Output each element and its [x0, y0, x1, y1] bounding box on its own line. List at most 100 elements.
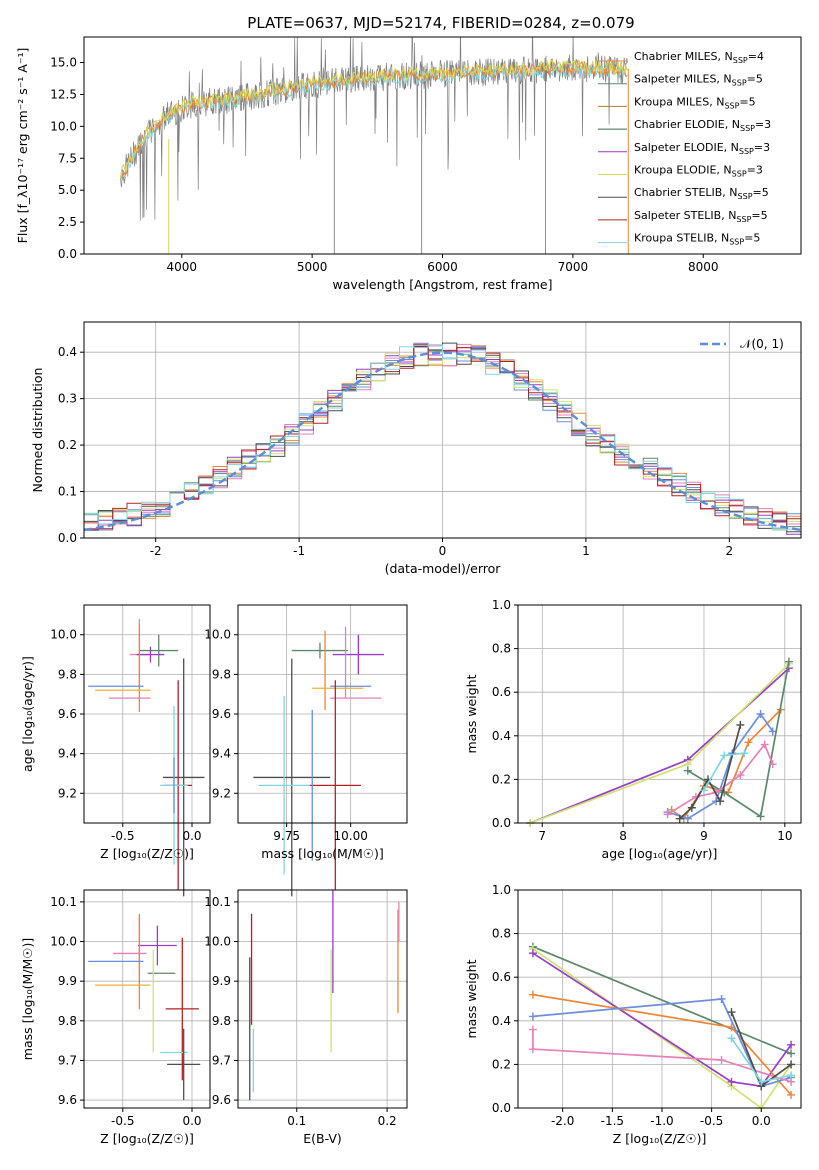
x-tick-label: -2 [150, 544, 162, 558]
x-tick-label: 7 [538, 829, 546, 843]
weight-point-marker [787, 1090, 796, 1099]
age-vs-Z-errorbars [88, 618, 205, 897]
legend-value: =3 [754, 141, 770, 154]
legend-value: =5 [751, 209, 767, 222]
mass-vs-ebv-axes [238, 890, 407, 1108]
legend-subscript: SSP [729, 238, 744, 247]
legend-value: =3 [747, 164, 763, 177]
age-vs-mass-axes [238, 605, 407, 823]
weight-point-marker [787, 1071, 796, 1080]
weight-point-marker [757, 1077, 766, 1086]
x-tick-label: 2 [725, 544, 733, 558]
weight-vs-Z-lines [528, 942, 796, 1112]
x-tick-label: 6000 [427, 260, 458, 274]
y-tick-label: 0.8 [492, 642, 511, 656]
legend-subscript: SSP [739, 147, 754, 156]
weight-point-marker [744, 738, 753, 747]
y-tick-label: 9.2 [212, 786, 231, 800]
x-axis-label: mass [log₁₀(M/M☉)] [261, 846, 383, 861]
weight-point-marker [683, 814, 692, 823]
y-tick-label: 9.7 [58, 1053, 77, 1067]
x-tick-label: 0.0 [752, 1114, 771, 1128]
age-vs-Z-frame: -0.5 0.0 9.2 9.4 9.6 9.8 10.0 Z [log₁₀(Z/Z☉)] ag… [20, 604, 211, 861]
weight-vs-age-lines [526, 657, 793, 827]
model-spectrum-line [120, 60, 628, 178]
x-tick-label: -0.5 [111, 1114, 134, 1128]
y-tick-label: 9.8 [58, 667, 77, 681]
legend-subscript: SSP [733, 56, 748, 65]
y-tick-label: 9.9 [58, 974, 77, 988]
legend-value: =5 [753, 186, 769, 199]
weight-point-marker [528, 1045, 537, 1054]
x-tick-label: -0.5 [111, 829, 134, 843]
legend-label: Kroupa MILES, NSSP=5 [634, 95, 756, 110]
legend-label: Kroupa STELIB, NSSP=5 [634, 232, 760, 247]
x-tick-label: 0.2 [378, 1114, 397, 1128]
y-tick-label: 0.0 [492, 1101, 511, 1115]
x-tick-label: -2.0 [551, 1114, 574, 1128]
weight-point-marker [528, 990, 537, 999]
y-tick-label: 0.6 [492, 685, 511, 699]
weight-series-line [529, 663, 790, 824]
legend-subscript: SSP [738, 192, 753, 201]
x-tick-label: -1.5 [601, 1114, 624, 1128]
weight-point-marker [675, 814, 684, 823]
weight-series-line [667, 712, 774, 820]
y-tick-label: 7.5 [58, 151, 77, 165]
gaussian-curve [83, 351, 802, 532]
model-spectrum-line [119, 58, 628, 178]
residual-histograms [83, 342, 802, 535]
y-tick-label: 0.4 [58, 345, 77, 359]
x-axis-label: Z [log₁₀(Z/Z☉)] [613, 1131, 707, 1146]
weight-point-marker [787, 1060, 796, 1069]
weight-point-marker [727, 1008, 736, 1017]
y-tick-label: 9.9 [212, 974, 231, 988]
y-tick-label: 10.1 [204, 895, 231, 909]
y-tick-label: 9.2 [58, 786, 77, 800]
weight-point-marker [687, 803, 696, 812]
y-tick-label: 0.3 [58, 392, 77, 406]
legend-subscript: SSP [740, 124, 755, 133]
mass-vs-Z-errorbars [88, 913, 201, 1101]
spectrum-frame: 4000 5000 6000 7000 8000 0.0 2.5 5.0 7.5 10.0 12.5… [15, 36, 802, 292]
x-tick-label: 9.75 [273, 829, 300, 843]
x-tick-label: -1 [293, 544, 305, 558]
axes-frame [237, 889, 408, 1109]
y-axis-label: Normed distribution [30, 368, 45, 493]
x-tick-label: 8000 [688, 260, 719, 274]
legend-label: Salpeter MILES, NSSP=5 [634, 73, 763, 88]
y-tick-label: 5.0 [58, 183, 77, 197]
weight-point-marker [717, 995, 726, 1003]
x-tick-label: 0.0 [182, 829, 201, 843]
y-tick-label: 0.0 [58, 247, 77, 261]
legend-subscript: SSP [732, 170, 747, 179]
weight-point-marker [784, 657, 793, 666]
age-vs-mass-errorbars [253, 626, 384, 897]
x-tick-label: 0.1 [287, 1114, 306, 1128]
y-tick-label: 0.2 [58, 438, 77, 452]
y-tick-label: 9.8 [58, 1014, 77, 1028]
y-tick-label: 0.2 [492, 772, 511, 786]
weight-series-line [532, 998, 792, 1088]
y-tick-label: 0.8 [492, 927, 511, 941]
legend-value: =3 [755, 118, 771, 131]
legend-label: Chabrier ELODIE, NSSP=3 [634, 118, 771, 133]
mass-vs-ebv-frame: 0.1 0.2 9.6 9.7 9.8 9.9 10.0 10.1 E(B-V) [204, 889, 408, 1146]
y-tick-label: 9.4 [212, 747, 231, 761]
y-axis-label: Flux [f_λ10⁻¹⁷ erg cm⁻² s⁻¹ A⁻¹] [15, 48, 30, 244]
weight-vs-Z-frame: -2.0 -1.5 -1.0 -0.5 0.0 0.0 0.2 0.4 0.6 0.8 1.0 Z [… [464, 883, 802, 1146]
weight-vs-age-frame: 7 8 9 10 0.0 0.2 0.4 0.6 0.8 1.0 age [log₁₀(age/yr… [464, 598, 802, 861]
y-tick-label: 0.0 [492, 816, 511, 830]
residual-histogram-step [84, 344, 801, 531]
legend-label-gaussian: 𝒩(0, 1) [740, 337, 784, 351]
weight-point-marker [720, 751, 729, 760]
y-tick-label: 10.0 [50, 628, 77, 642]
weight-series-line [532, 945, 792, 1055]
weight-point-marker [740, 749, 749, 758]
y-tick-label: 0.1 [58, 485, 77, 499]
y-tick-label: 10.0 [204, 628, 231, 642]
x-tick-label: 9 [700, 829, 708, 843]
x-tick-label: 4000 [166, 260, 197, 274]
legend-value: =5 [747, 73, 763, 86]
y-tick-label: 0.4 [492, 1014, 511, 1028]
